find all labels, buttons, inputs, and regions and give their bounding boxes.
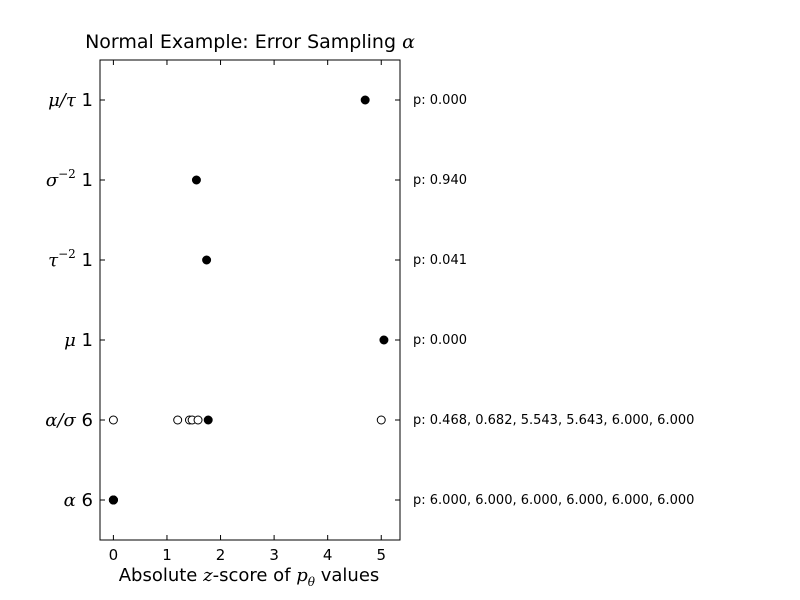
p-value-label: p: 0.468, 0.682, 5.543, 5.643, 6.000, 6.… bbox=[413, 413, 694, 428]
x-axis-label-part: values bbox=[315, 565, 379, 586]
chart-title-text: Normal Example: Error Sampling bbox=[85, 31, 402, 53]
x-tick-label: 1 bbox=[162, 546, 172, 564]
p-value-label: p: 0.041 bbox=[413, 253, 467, 268]
y-tick-label-part: 1 bbox=[76, 170, 93, 191]
x-axis-label-p: p bbox=[296, 565, 308, 586]
chart-title: Normal Example: Error Sampling α bbox=[85, 31, 415, 53]
data-point bbox=[360, 95, 370, 105]
x-tick-label: 4 bbox=[323, 546, 333, 564]
y-tick-label-part: α bbox=[64, 490, 76, 511]
y-tick-label: α/σ 6 bbox=[45, 410, 93, 431]
data-point bbox=[108, 415, 118, 425]
y-tick-label: σ−2 1 bbox=[46, 167, 93, 191]
data-point bbox=[193, 415, 203, 425]
p-value-label: p: 6.000, 6.000, 6.000, 6.000, 6.000, 6.… bbox=[413, 493, 694, 508]
y-tick-label-part: −2 bbox=[58, 247, 76, 261]
y-tick-label-part: 1 bbox=[76, 250, 93, 271]
x-tick-label: 2 bbox=[216, 546, 226, 564]
data-point bbox=[108, 495, 118, 505]
y-tick-label: τ−2 1 bbox=[48, 247, 93, 271]
x-axis-label-z: z bbox=[202, 565, 213, 586]
x-axis-label-part: -score of bbox=[213, 565, 297, 586]
p-value-label: p: 0.000 bbox=[413, 93, 467, 108]
plot-frame bbox=[99, 59, 401, 541]
y-tick-label-part: μ/τ bbox=[48, 90, 77, 111]
data-point bbox=[203, 415, 213, 425]
p-value-labels: p: 0.000 p: 0.940 p: 0.041 p: 0.000 p: 0.468… bbox=[413, 93, 694, 508]
y-tick-label-part: −2 bbox=[58, 167, 76, 181]
y-tick-label-part: 6 bbox=[76, 490, 93, 511]
x-axis-label: Absolute z-score of pθ values bbox=[119, 565, 380, 589]
p-value-label: p: 0.000 bbox=[413, 333, 467, 348]
x-tick-label: 5 bbox=[376, 546, 386, 564]
x-axis-label-part: Absolute bbox=[119, 565, 203, 586]
y-tick-label-part: α/σ bbox=[45, 410, 76, 431]
x-axis-label-subscript: θ bbox=[308, 575, 316, 589]
y-tick-label-part: 1 bbox=[76, 90, 93, 111]
y-tick-label-part: 6 bbox=[76, 410, 93, 431]
data-point bbox=[376, 415, 386, 425]
y-tick-label-part: σ bbox=[46, 170, 59, 191]
x-tick-label: 0 bbox=[109, 546, 119, 564]
data-point bbox=[173, 415, 183, 425]
x-tick-label: 3 bbox=[269, 546, 279, 564]
y-tick-label-part: τ bbox=[48, 250, 59, 271]
y-tick-label-part: 1 bbox=[76, 330, 93, 351]
p-value-label: p: 0.940 bbox=[413, 173, 467, 188]
y-axis: μ/τ 1σ−2 1τ−2 1μ 1α/σ 6α 6 bbox=[45, 90, 400, 511]
y-tick-label-part: μ bbox=[64, 330, 76, 351]
y-tick-label: μ/τ 1 bbox=[48, 90, 93, 111]
chart-title-symbol: α bbox=[402, 31, 415, 53]
x-axis: 0 1 2 3 4 5 bbox=[109, 60, 386, 564]
data-point bbox=[379, 335, 389, 345]
y-tick-label: α 6 bbox=[64, 490, 93, 511]
data-points bbox=[108, 95, 389, 505]
y-tick-label: μ 1 bbox=[64, 330, 93, 351]
data-point bbox=[202, 255, 212, 265]
data-point bbox=[191, 175, 201, 185]
